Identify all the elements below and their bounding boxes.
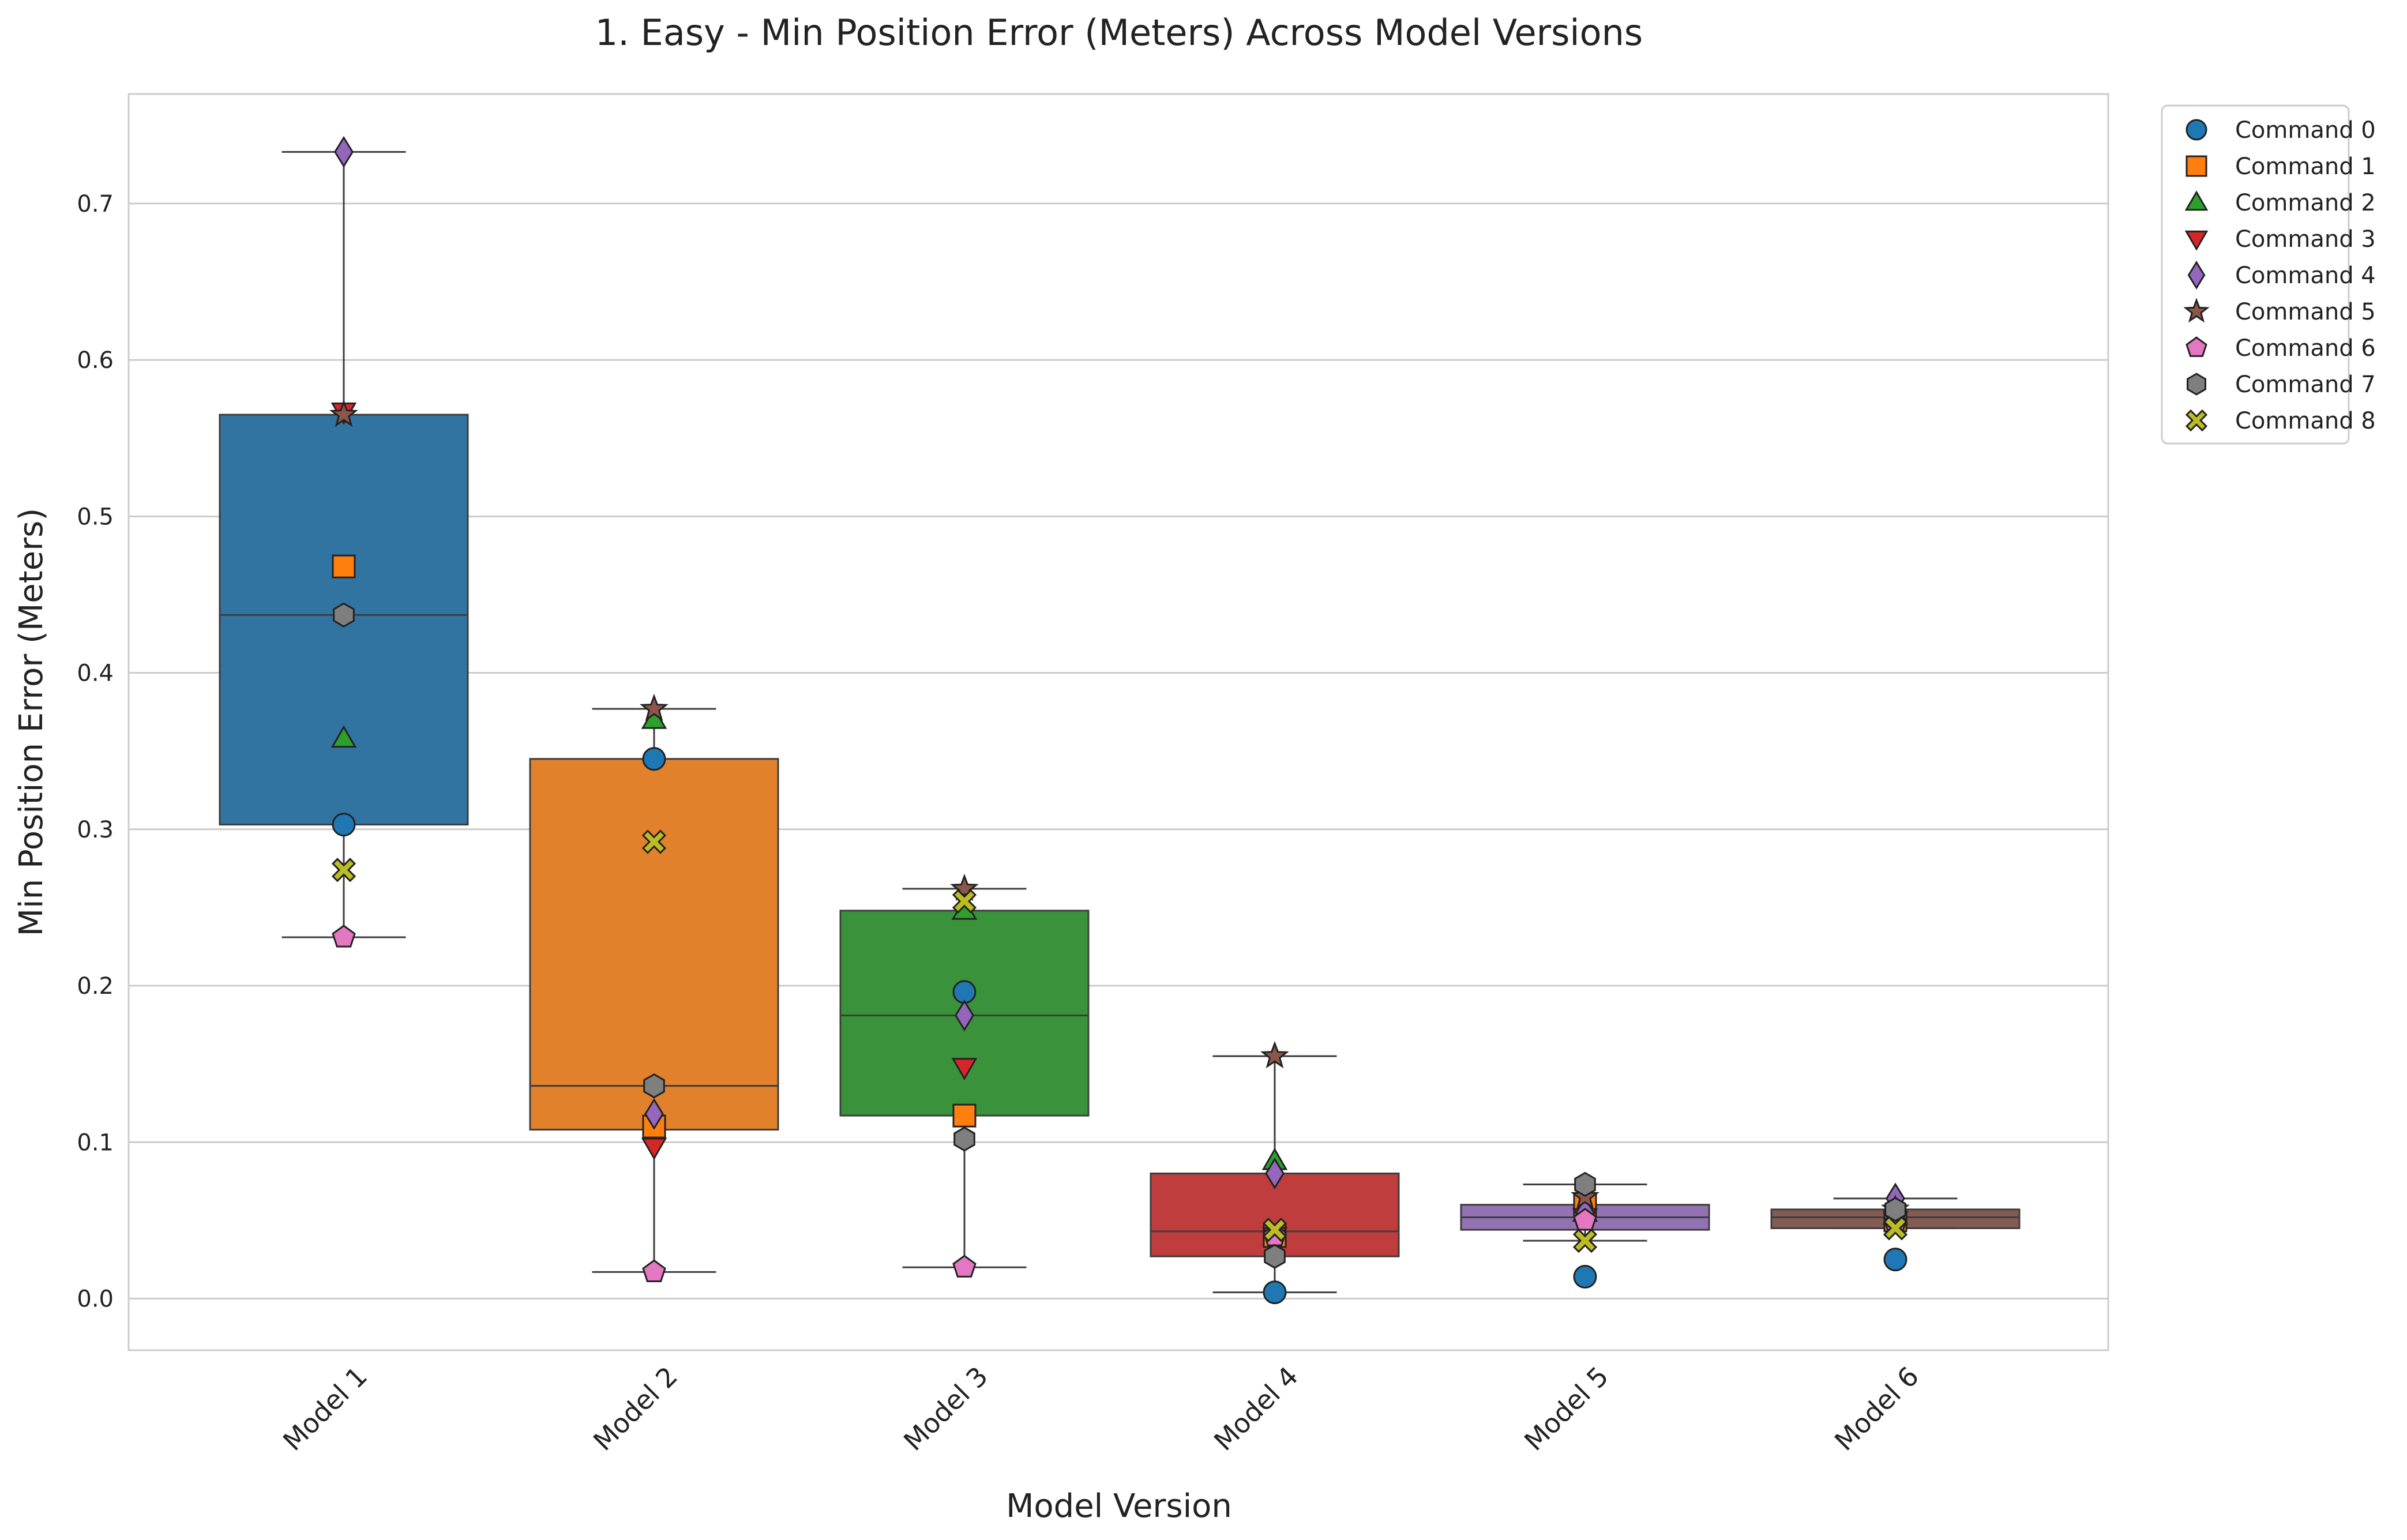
legend-label: Command 5 [2235, 299, 2376, 325]
data-point-command-8 [641, 829, 667, 854]
data-point-command-8 [1572, 1228, 1598, 1253]
iqr-box [529, 758, 779, 1131]
data-point-command-7 [1574, 1171, 1596, 1197]
legend-label: Command 2 [2235, 190, 2376, 216]
legend-marker [2186, 336, 2207, 357]
data-point-command-5 [950, 873, 979, 901]
data-point-command-6 [952, 1254, 977, 1278]
legend-marker [2186, 155, 2207, 177]
data-points [329, 136, 1910, 1305]
x-axis-label: Model Version [1006, 1488, 1232, 1525]
data-point-command-7 [643, 1073, 665, 1099]
legend-label: Command 8 [2235, 408, 2376, 434]
y-tick-label: 0.5 [77, 504, 114, 530]
data-point-command-7 [953, 1126, 975, 1152]
data-point-command-4 [644, 1098, 664, 1130]
y-axis-label: Min Position Error (Meters) [13, 508, 50, 936]
data-point-command-6 [332, 925, 356, 948]
y-tick-labels: 0.0 0.1 0.2 0.3 0.4 0.5 0.6 0.7 [77, 191, 114, 1313]
legend-marker [2184, 230, 2209, 251]
legend-marker [2187, 373, 2206, 396]
legend-label: Command 0 [2235, 117, 2376, 144]
data-point-command-4 [955, 999, 974, 1032]
y-tick-label: 0.2 [77, 973, 114, 1000]
data-point-command-6 [1573, 1208, 1597, 1231]
legend-marker [2187, 261, 2206, 290]
data-point-command-4 [1265, 1157, 1285, 1190]
legend-label: Command 4 [2235, 262, 2376, 289]
data-point-command-2 [331, 725, 357, 748]
data-point-command-6 [642, 1259, 666, 1282]
y-tick-label: 0.4 [77, 660, 114, 687]
legend-label: Command 1 [2235, 153, 2376, 180]
legend-marker [2184, 190, 2209, 211]
y-tick-label: 0.0 [77, 1286, 114, 1312]
data-point-command-0 [1263, 1280, 1287, 1305]
data-point-command-5 [329, 399, 358, 427]
data-point-command-0 [1883, 1248, 1907, 1272]
legend-label: Command 3 [2235, 226, 2376, 253]
data-point-command-5 [640, 693, 669, 722]
legend-label: Command 7 [2235, 371, 2376, 398]
data-point-command-1 [952, 1103, 977, 1128]
chart-title: 1. Easy - Min Position Error (Meters) Ac… [595, 12, 1643, 54]
legend-box [2161, 104, 2350, 445]
legend-label: Command 6 [2235, 335, 2376, 362]
data-point-command-8 [1883, 1216, 1908, 1241]
data-point-command-7 [333, 602, 355, 628]
y-tick-label: 0.1 [77, 1129, 114, 1156]
data-point-command-4 [334, 136, 354, 168]
data-point-command-7 [1884, 1197, 1906, 1222]
y-tick-label: 0.6 [77, 347, 114, 374]
legend-marker [2185, 409, 2208, 432]
data-point-command-5 [1260, 1041, 1289, 1069]
data-point-command-1 [332, 554, 356, 579]
data-point-command-7 [1264, 1244, 1286, 1269]
data-point-command-0 [332, 813, 356, 837]
data-point-command-3 [641, 1137, 667, 1160]
data-point-command-0 [642, 747, 666, 771]
legend: Command 0 Command 1 Command 2 Command 3 Comm… [2161, 104, 2376, 445]
data-point-command-3 [951, 1058, 978, 1081]
legend-marker [2186, 119, 2207, 141]
box-2 [529, 708, 779, 1273]
legend-marker [2183, 298, 2210, 323]
data-point-command-8 [331, 858, 356, 882]
data-point-command-8 [952, 889, 977, 914]
boxes [219, 151, 2021, 1294]
y-tick-label: 0.3 [77, 817, 114, 843]
y-tick-label: 0.7 [77, 191, 114, 217]
data-point-command-8 [1262, 1218, 1287, 1242]
data-point-command-0 [1573, 1265, 1597, 1289]
